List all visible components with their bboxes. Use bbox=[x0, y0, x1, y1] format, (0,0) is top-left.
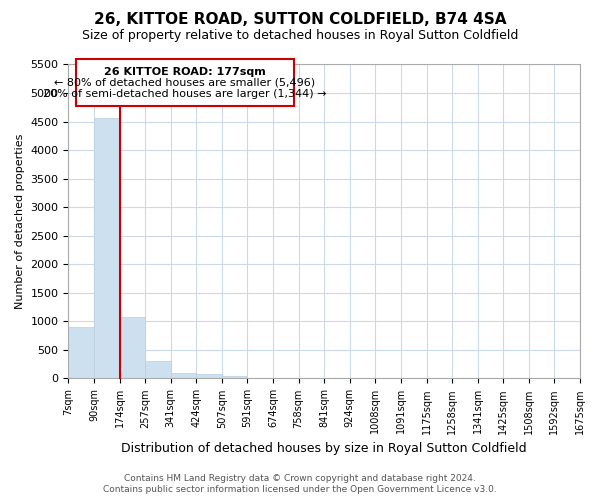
Y-axis label: Number of detached properties: Number of detached properties bbox=[15, 134, 25, 309]
FancyBboxPatch shape bbox=[76, 59, 293, 106]
Text: 26, KITTOE ROAD, SUTTON COLDFIELD, B74 4SA: 26, KITTOE ROAD, SUTTON COLDFIELD, B74 4… bbox=[94, 12, 506, 28]
Bar bbox=[171, 374, 196, 378]
Bar bbox=[94, 118, 119, 378]
Bar bbox=[145, 362, 171, 378]
Bar bbox=[222, 376, 247, 378]
X-axis label: Distribution of detached houses by size in Royal Sutton Coldfield: Distribution of detached houses by size … bbox=[121, 442, 527, 455]
Text: Contains HM Land Registry data © Crown copyright and database right 2024.
Contai: Contains HM Land Registry data © Crown c… bbox=[103, 474, 497, 494]
Bar bbox=[196, 374, 222, 378]
Text: 20% of semi-detached houses are larger (1,344) →: 20% of semi-detached houses are larger (… bbox=[43, 88, 326, 99]
Text: ← 80% of detached houses are smaller (5,496): ← 80% of detached houses are smaller (5,… bbox=[54, 78, 316, 88]
Bar bbox=[119, 317, 145, 378]
Text: 26 KITTOE ROAD: 177sqm: 26 KITTOE ROAD: 177sqm bbox=[104, 67, 266, 77]
Bar bbox=[68, 327, 94, 378]
Text: Size of property relative to detached houses in Royal Sutton Coldfield: Size of property relative to detached ho… bbox=[82, 29, 518, 42]
